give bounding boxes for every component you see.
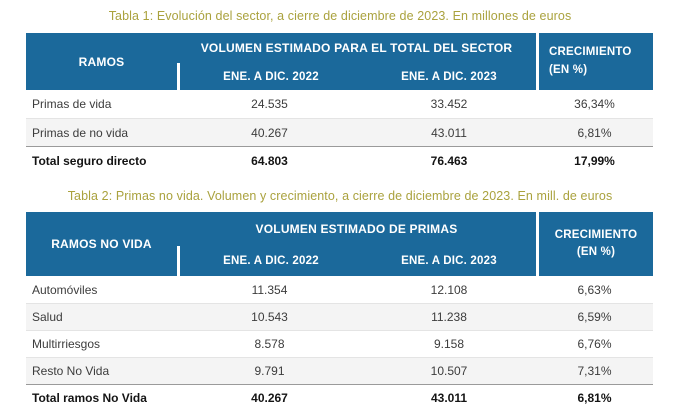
row-label: Primas de vida	[32, 97, 112, 111]
table1: RAMOS VOLUMEN ESTIMADO PARA EL TOTAL DEL…	[26, 33, 653, 174]
row-label: Automóviles	[32, 282, 98, 297]
table1-title: Tabla 1: Evolución del sector, a cierre …	[108, 9, 572, 23]
growth-value: 17,99%	[574, 153, 615, 168]
row-label: Primas de no vida	[32, 125, 129, 140]
value-2023: 76.463	[430, 153, 468, 168]
row-label: Resto No Vida	[32, 364, 110, 378]
value-2022: 24.535	[251, 97, 288, 111]
value-2022: 10.543	[251, 310, 288, 324]
table-row: Resto No Vida 9.791 10.507 7,31%	[26, 357, 653, 384]
value-2023: 11.238	[431, 310, 467, 324]
table2-volumen-group-header: VOLUMEN ESTIMADO DE PRIMAS	[255, 222, 458, 236]
table1-ene-2023-header: ENE. A DIC. 2023	[401, 70, 497, 83]
table1-ramos-header-cell: RAMOS	[78, 54, 125, 69]
table2-crecimiento-header: CRECIMIENTO (EN %)	[536, 212, 653, 276]
table-total-row: Total seguro directo 64.803 76.463 17,99…	[26, 146, 653, 174]
crecimiento-label: CRECIMIENTO	[554, 228, 638, 241]
table1-volumen-group-header: VOLUMEN ESTIMADO PARA EL TOTAL DEL SECTO…	[200, 41, 513, 55]
table2-ene-2022-header: ENE. A DIC. 2022	[177, 246, 362, 276]
growth-value: 6,59%	[577, 310, 612, 324]
value-2022: 8.578	[254, 337, 285, 351]
value-2022: 40.267	[251, 391, 288, 405]
growth-value: 36,34%	[574, 97, 615, 111]
row-label: Salud	[32, 310, 63, 324]
growth-value: 6,76%	[577, 337, 612, 351]
value-2023: 10.507	[430, 364, 468, 378]
value-2023: 9.158	[433, 337, 465, 351]
growth-value: 6,63%	[577, 282, 612, 297]
table1-ene-2022-header: ENE. A DIC. 2022	[177, 63, 362, 90]
row-label: Multirriesgos	[32, 337, 101, 351]
table1-header: RAMOS VOLUMEN ESTIMADO PARA EL TOTAL DEL…	[26, 33, 653, 90]
table-total-row: Total ramos No Vida 40.267 43.011 6,81%	[26, 384, 653, 411]
table-row: Multirriesgos 8.578 9.158 6,76%	[26, 330, 653, 357]
row-label: Total seguro directo	[32, 153, 147, 168]
value-2023: 43.011	[431, 125, 467, 140]
value-2023: 43.011	[430, 391, 468, 405]
table2: RAMOS NO VIDA VOLUMEN ESTIMADO DE PRIMAS…	[26, 212, 653, 411]
value-2022: 40.267	[251, 125, 288, 140]
value-2023: 12.108	[430, 282, 468, 297]
table1-crecimiento-header: CRECIMIENTO (EN %)	[536, 33, 653, 90]
value-2023: 33.452	[430, 97, 468, 111]
value-2022: 64.803	[251, 153, 288, 168]
table-row: Primas de vida 24.535 33.452 36,34%	[26, 90, 653, 118]
crecimiento-unit: (EN %)	[549, 63, 588, 76]
value-2022: 11.354	[251, 282, 288, 297]
crecimiento-unit: (EN %)	[576, 246, 616, 258]
table2-ene-2023-header: ENE. A DIC. 2023	[401, 255, 497, 267]
growth-value: 6,81%	[577, 391, 612, 405]
row-label: Total ramos No Vida	[32, 391, 147, 405]
table2-ramos-header-cell: RAMOS NO VIDA	[51, 237, 152, 251]
table-row: Salud 10.543 11.238 6,59%	[26, 303, 653, 330]
crecimiento-label: CRECIMIENTO	[549, 46, 632, 59]
table-row: Automóviles 11.354 12.108 6,63%	[26, 276, 653, 303]
table2-title: Tabla 2: Primas no vida. Volumen y creci…	[67, 189, 613, 203]
growth-value: 6,81%	[577, 125, 612, 140]
growth-value: 7,31%	[577, 364, 612, 378]
value-2022: 9.791	[254, 364, 285, 378]
table2-header: RAMOS NO VIDA VOLUMEN ESTIMADO DE PRIMAS…	[26, 212, 653, 276]
table-row: Primas de no vida 40.267 43.011 6,81%	[26, 118, 653, 146]
